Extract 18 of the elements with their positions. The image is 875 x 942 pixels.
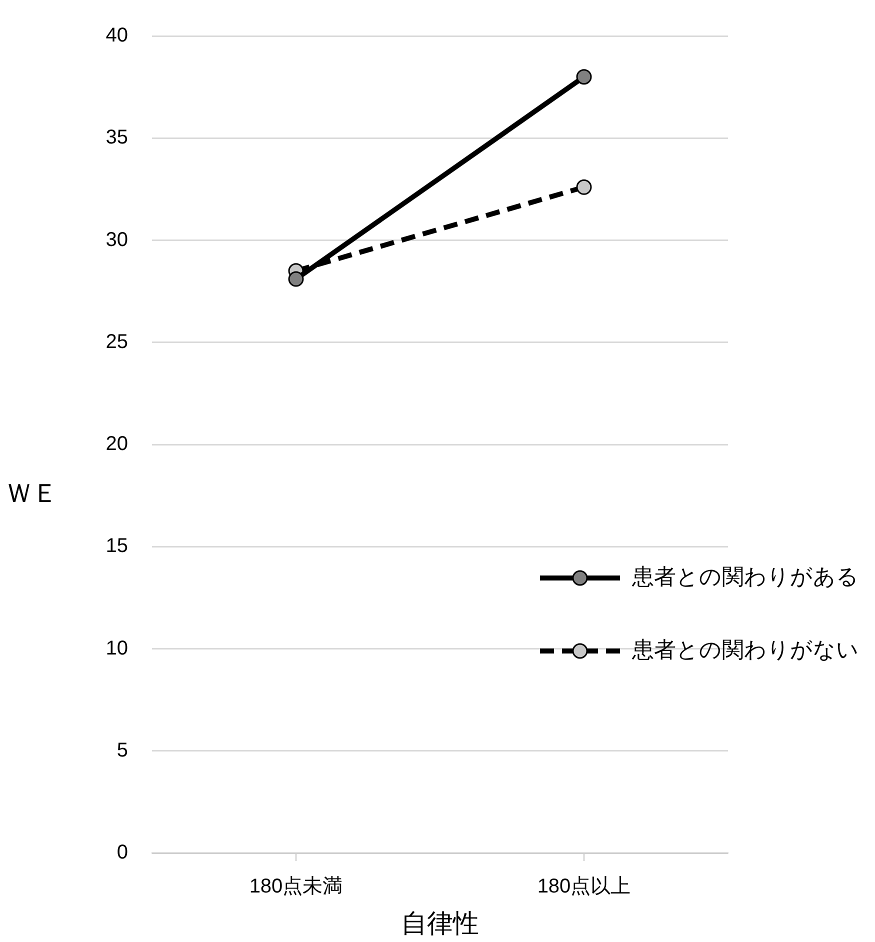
y-tick-label: 25 xyxy=(106,330,128,353)
x-axis-title: 自律性 xyxy=(401,908,479,938)
y-axis-title: ＷＥ xyxy=(6,478,58,508)
legend-label: 患者との関わりがない xyxy=(631,637,859,662)
point xyxy=(576,179,592,195)
y-tick-label: 40 xyxy=(106,24,128,47)
y-tick-label: 10 xyxy=(106,637,128,660)
point xyxy=(576,69,592,85)
y-tick-label: 15 xyxy=(106,535,128,558)
point xyxy=(288,271,304,287)
y-tick-label: 30 xyxy=(106,228,128,251)
y-tick-label: 20 xyxy=(106,433,128,456)
y-tick-label: 5 xyxy=(116,739,128,762)
x-tick-label: 180点以上 xyxy=(537,876,631,898)
x-tick-label: 180点未満 xyxy=(249,876,343,898)
y-tick-label: 0 xyxy=(116,842,128,864)
y-tick-label: 35 xyxy=(106,126,128,149)
legend-label: 患者との関わりがある xyxy=(631,564,859,590)
